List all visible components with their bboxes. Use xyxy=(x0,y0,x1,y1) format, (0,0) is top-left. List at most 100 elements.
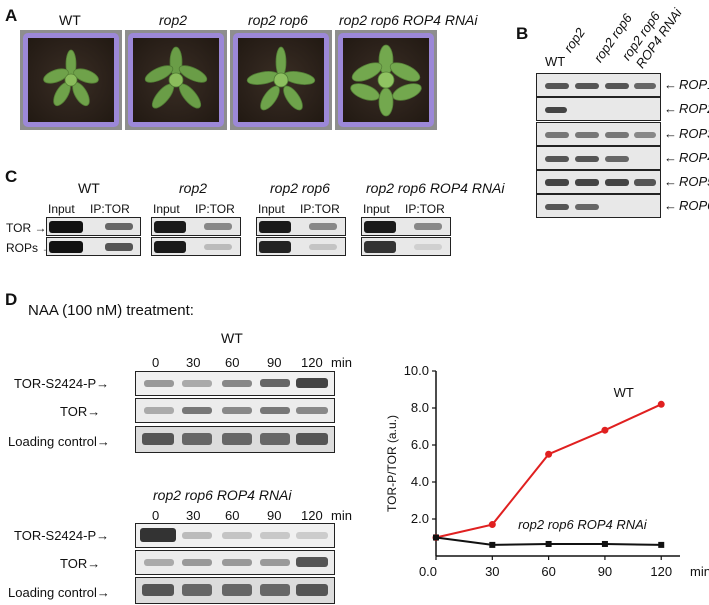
coip-group-rop2-rop6-rop4-rnai: rop2 rop6 ROP4 RNAi xyxy=(366,180,505,196)
wt-blot-phospho xyxy=(135,371,335,396)
wt-row-loading: Loading control→ xyxy=(8,434,110,449)
panel-d-letter: D xyxy=(5,290,18,309)
blot-rop2 xyxy=(536,97,661,121)
data-point-mutant xyxy=(545,540,552,547)
data-point-mutant xyxy=(433,534,439,541)
x-axis-label: min xyxy=(690,564,709,579)
x-tick-label: 60 xyxy=(541,564,555,579)
rop4-label: ROP4 xyxy=(679,150,709,165)
panel-b-col-wt: WT xyxy=(545,54,566,69)
mut-time-0: 0 xyxy=(152,508,160,523)
lane-ip-3: IP:TOR xyxy=(300,202,340,216)
mut-blot-phospho xyxy=(135,523,335,548)
y-tick-label: 8.0 xyxy=(411,400,429,415)
series-label-mutant: rop2 rop6 ROP4 RNAi xyxy=(518,517,648,532)
mut-row-phospho: TOR-S2424-P→ xyxy=(14,528,110,543)
rop5-arrow: ←ROP5 xyxy=(664,174,709,189)
mut-row-tor-label: TOR xyxy=(60,556,88,571)
x-tick-label: 30 xyxy=(485,564,499,579)
mutant-blot-title: rop2 rop6 ROP4 RNAi xyxy=(153,487,292,503)
coip-group-rop2: rop2 xyxy=(179,180,208,196)
blot-rop6 xyxy=(536,194,661,218)
wt-blot-title: WT xyxy=(221,330,243,346)
blot-rop1 xyxy=(536,73,661,97)
rop1-arrow: ←ROP1 xyxy=(664,77,709,92)
data-point-wt xyxy=(545,450,553,458)
panel-a-letter: A xyxy=(5,6,18,25)
y-tick-label: 2.0 xyxy=(411,511,429,526)
rop6-label: ROP6 xyxy=(679,198,709,213)
genotype-label-rop2-rop6: rop2 rop6 xyxy=(248,12,308,28)
wt-time-unit: min xyxy=(331,355,352,370)
mut-time-60: 60 xyxy=(225,508,240,523)
rop2-arrow: ←ROP2 xyxy=(664,101,709,116)
wt-time-0: 0 xyxy=(152,355,160,370)
wt-row-loading-label: Loading control xyxy=(8,434,97,449)
rops-row-label: ROPs xyxy=(6,241,39,255)
panel-b-letter: B xyxy=(516,24,529,43)
coip-group-rop2-rop6: rop2 rop6 xyxy=(270,180,330,196)
rop3-arrow: ←ROP3 xyxy=(664,126,709,141)
mut-blot-tor xyxy=(135,550,335,575)
rop6-arrow: ←ROP6 xyxy=(664,198,709,213)
rop4-arrow: ←ROP4 xyxy=(664,150,709,165)
data-point-wt xyxy=(488,521,496,529)
wt-time-30: 30 xyxy=(186,355,201,370)
y-tick-label: 6.0 xyxy=(411,437,429,452)
coip-blot-tor-rop2-rop6-rop4-rnai xyxy=(361,217,451,236)
pot-image-rop2 xyxy=(125,30,227,130)
mut-time-30: 30 xyxy=(186,508,201,523)
blot-rop3 xyxy=(536,122,661,146)
mut-row-tor: TOR→ xyxy=(60,556,101,571)
coip-blot-tor-rop2 xyxy=(151,217,241,236)
blot-rop4 xyxy=(536,146,661,170)
coip-blot-tor-wt xyxy=(46,217,141,236)
tor-row-label: TOR xyxy=(6,221,32,235)
wt-row-tor-label: TOR xyxy=(60,404,88,419)
wt-time-60: 60 xyxy=(225,355,240,370)
mut-blot-loading xyxy=(135,577,335,604)
treatment-label: NAA (100 nM) treatment: xyxy=(28,302,194,319)
x-tick-label: 90 xyxy=(598,564,612,579)
rop1-label: ROP1 xyxy=(679,77,709,92)
mut-time-90: 90 xyxy=(267,508,282,523)
data-point-mutant xyxy=(658,541,665,548)
coip-blot-rops-wt xyxy=(46,237,141,256)
rop2-label: ROP2 xyxy=(679,101,709,116)
coip-blot-tor-rop2-rop6 xyxy=(256,217,346,236)
data-point-wt xyxy=(601,426,609,434)
series-label-wt: WT xyxy=(614,385,634,400)
genotype-label-rop2: rop2 xyxy=(159,12,188,28)
data-point-mutant xyxy=(489,541,496,548)
lane-ip-1: IP:TOR xyxy=(90,202,130,216)
blot-rop5 xyxy=(536,170,661,194)
data-point-wt xyxy=(657,400,665,408)
tor-row-arrow: TOR → xyxy=(6,221,47,235)
panel-c-letter: C xyxy=(5,167,18,186)
genotype-label-wt: WT xyxy=(59,12,81,28)
lane-input-4: Input xyxy=(363,202,390,216)
lane-ip-4: IP:TOR xyxy=(405,202,445,216)
genotype-label-rop2-rop6-rop4-rnai: rop2 rop6 ROP4 RNAi xyxy=(339,12,478,28)
wt-time-120: 120 xyxy=(301,355,323,370)
rop3-label: ROP3 xyxy=(679,126,709,141)
tor-phosphorylation-chart: 2.0 4.0 6.0 8.0 10.0 0.0 30 60 90 120 min TOR-P/TOR… xyxy=(385,363,709,579)
y-tick-label: 4.0 xyxy=(411,474,429,489)
lane-input-3: Input xyxy=(258,202,285,216)
coip-blot-rops-rop2-rop6 xyxy=(256,237,346,256)
data-point-mutant xyxy=(601,540,608,547)
wt-row-tor: TOR→ xyxy=(60,404,101,419)
coip-group-wt: WT xyxy=(78,180,100,196)
mut-row-loading-label: Loading control xyxy=(8,585,97,600)
y-tick-label: 10.0 xyxy=(404,363,429,378)
mut-row-phospho-label: TOR-S2424-P xyxy=(14,528,97,543)
coip-blot-rops-rop2 xyxy=(151,237,241,256)
rop5-label: ROP5 xyxy=(679,174,709,189)
wt-row-phospho-label: TOR-S2424-P xyxy=(14,376,97,391)
wt-time-90: 90 xyxy=(267,355,282,370)
x-tick-label: 120 xyxy=(650,564,672,579)
pot-image-wt xyxy=(20,30,122,130)
panel-b-col-rop2: rop2 xyxy=(560,25,588,55)
wt-row-phospho: TOR-S2424-P→ xyxy=(14,376,110,391)
mut-row-loading: Loading control→ xyxy=(8,585,110,600)
